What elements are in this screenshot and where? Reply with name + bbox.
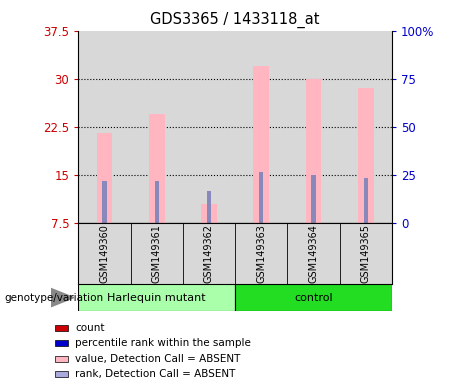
Text: GSM149361: GSM149361 <box>152 224 162 283</box>
Bar <box>55 371 68 377</box>
Text: value, Detection Call = ABSENT: value, Detection Call = ABSENT <box>75 354 241 364</box>
Bar <box>364 178 368 223</box>
Text: control: control <box>294 293 333 303</box>
Bar <box>254 66 269 223</box>
Bar <box>55 325 68 331</box>
Title: GDS3365 / 1433118_at: GDS3365 / 1433118_at <box>150 12 320 28</box>
Bar <box>55 340 68 346</box>
Bar <box>201 204 217 223</box>
Bar <box>55 356 68 362</box>
Text: count: count <box>75 323 105 333</box>
Bar <box>154 181 159 223</box>
Text: percentile rank within the sample: percentile rank within the sample <box>75 338 251 348</box>
Text: GSM149362: GSM149362 <box>204 224 214 283</box>
Text: rank, Detection Call = ABSENT: rank, Detection Call = ABSENT <box>75 369 236 379</box>
Text: GSM149364: GSM149364 <box>308 224 319 283</box>
Text: Harlequin mutant: Harlequin mutant <box>107 293 206 303</box>
Text: GSM149360: GSM149360 <box>100 224 110 283</box>
Text: genotype/variation: genotype/variation <box>5 293 104 303</box>
Bar <box>97 133 112 223</box>
Bar <box>306 79 321 223</box>
Bar <box>259 172 263 223</box>
Bar <box>149 114 165 223</box>
Bar <box>207 191 211 223</box>
Polygon shape <box>51 288 74 307</box>
Bar <box>102 181 106 223</box>
Bar <box>311 175 316 223</box>
Bar <box>78 284 235 311</box>
Text: GSM149363: GSM149363 <box>256 224 266 283</box>
Bar <box>358 88 373 223</box>
Text: GSM149365: GSM149365 <box>361 224 371 283</box>
Bar <box>235 284 392 311</box>
